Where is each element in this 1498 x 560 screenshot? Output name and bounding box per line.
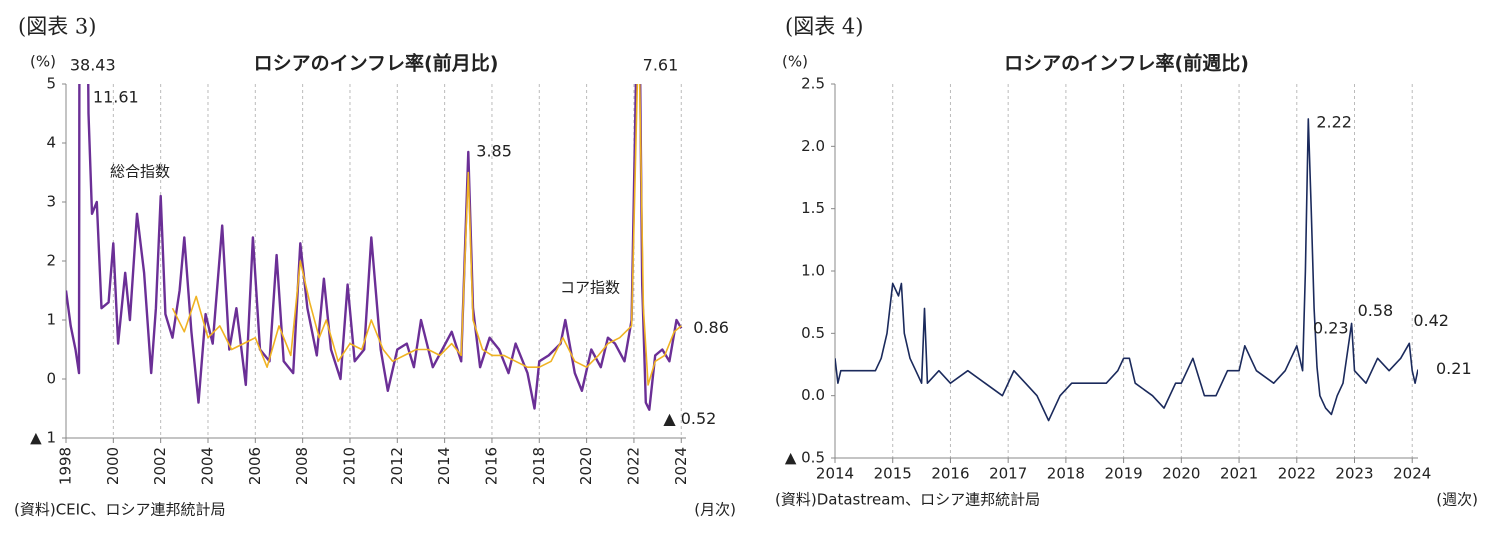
- x-tick-label: 2014: [816, 465, 854, 483]
- x-tick-label: 2018: [530, 447, 548, 485]
- figure-label: (図表 3): [18, 15, 96, 39]
- value-label: 7.61: [643, 56, 679, 75]
- y-tick-label: 1.0: [801, 262, 825, 280]
- x-tick-label: 2024: [1393, 465, 1431, 483]
- x-tick-label: 2002: [151, 447, 169, 485]
- x-tick-label: 2012: [388, 447, 406, 485]
- chart-title: ロシアのインフレ率(前月比): [254, 52, 499, 75]
- x-tick-label: 2006: [246, 447, 264, 485]
- series-line: [171, 84, 682, 386]
- x-tick-label: 2010: [340, 447, 358, 485]
- y-tick-label: 0.5: [801, 324, 825, 342]
- value-label: 0.86: [693, 318, 729, 337]
- y-tick-label: 1: [46, 311, 56, 329]
- x-axis-label: (週次): [1436, 491, 1478, 509]
- value-label: 11.61: [93, 88, 139, 107]
- figure-label: (図表 4): [785, 15, 863, 39]
- x-tick-label: 2020: [577, 447, 595, 485]
- x-tick-label: 2000: [104, 447, 122, 485]
- y-tick-label: ▲ 0.5: [785, 449, 825, 467]
- y-tick-label: 5: [46, 75, 56, 93]
- value-label: 0.21: [1436, 359, 1472, 378]
- value-label: 0.58: [1358, 301, 1394, 320]
- series-line: [835, 118, 1418, 422]
- value-label: ▲ 0.52: [663, 409, 716, 428]
- x-tick-label: 1998: [57, 447, 75, 485]
- x-tick-label: 2021: [1220, 465, 1258, 483]
- source-note: (資料)Datastream、ロシア連邦統計局: [775, 491, 1040, 509]
- y-tick-label: 2.5: [801, 75, 825, 93]
- plot-area: [66, 84, 683, 411]
- value-label: 0.42: [1413, 311, 1449, 330]
- x-tick-label: 2008: [293, 447, 311, 485]
- x-tick-label: 2016: [931, 465, 969, 483]
- value-label: 2.22: [1316, 112, 1352, 131]
- x-tick-label: 2017: [989, 465, 1027, 483]
- y-tick-label: 0: [46, 370, 56, 388]
- series-name: 総合指数: [110, 163, 170, 181]
- x-tick-label: 2022: [1278, 465, 1316, 483]
- y-tick-label: ▲ 1: [30, 429, 56, 447]
- x-tick-label: 2024: [672, 447, 690, 485]
- y-axis-label: (%): [782, 53, 808, 71]
- series-name: コア指数: [560, 279, 620, 297]
- y-tick-label: 2.0: [801, 137, 825, 155]
- source-note: (資料)CEIC、ロシア連邦統計局: [14, 501, 226, 519]
- x-tick-label: 2004: [198, 447, 216, 485]
- value-label: 0.23: [1313, 318, 1349, 337]
- x-tick-label: 2015: [874, 465, 912, 483]
- y-tick-label: 1.5: [801, 199, 825, 217]
- value-label: 38.43: [70, 56, 116, 75]
- plot-area: [835, 118, 1418, 422]
- y-tick-label: 4: [46, 134, 56, 152]
- x-tick-label: 2023: [1335, 465, 1373, 483]
- y-tick-label: 2: [46, 252, 56, 270]
- x-tick-label: 2019: [1105, 465, 1143, 483]
- series-line: [66, 84, 683, 411]
- x-tick-label: 2016: [482, 447, 500, 485]
- value-label: 3.85: [476, 141, 512, 160]
- x-axis-label: (月次): [694, 501, 736, 519]
- chart-title: ロシアのインフレ率(前週比): [1004, 52, 1249, 75]
- x-tick-label: 2020: [1162, 465, 1200, 483]
- y-tick-label: 3: [46, 193, 56, 211]
- x-tick-label: 2022: [624, 447, 642, 485]
- x-tick-label: 2018: [1047, 465, 1085, 483]
- y-axis-label: (%): [30, 53, 56, 71]
- y-tick-label: 0.0: [801, 386, 825, 404]
- x-tick-label: 2014: [435, 447, 453, 485]
